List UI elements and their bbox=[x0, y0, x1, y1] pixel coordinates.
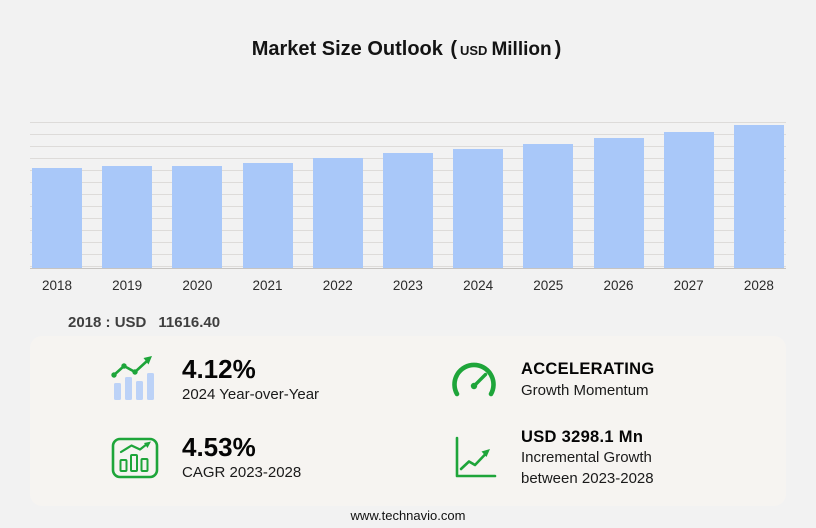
stat-yoy-value: 4.12% bbox=[182, 353, 256, 384]
x-tick-2026: 2026 bbox=[603, 278, 634, 293]
plot-area bbox=[30, 122, 786, 269]
bar-2019 bbox=[102, 166, 153, 268]
bar-2022 bbox=[312, 158, 363, 268]
x-tick-2018: 2018 bbox=[41, 278, 73, 293]
chart-title-unit-big: Million bbox=[491, 39, 552, 60]
x-tick-2025: 2025 bbox=[533, 278, 564, 293]
stat-incremental-label: Incremental Growth between 2023-2028 bbox=[521, 449, 654, 487]
chart-title-paren-close: ) bbox=[554, 38, 562, 60]
bar-2027 bbox=[663, 132, 714, 268]
stat-momentum: ACCELERATING Growth Momentum bbox=[447, 353, 766, 407]
website-url: www.technavio.com bbox=[350, 508, 466, 523]
x-tick-2020: 2020 bbox=[182, 278, 213, 293]
incremental-growth-icon bbox=[447, 431, 501, 485]
x-tick-2022: 2022 bbox=[322, 278, 353, 293]
bar-2028 bbox=[733, 125, 784, 268]
chart-title-unit-small: USD bbox=[460, 43, 488, 58]
market-size-bar-chart: 2018 2019 2020 2021 2022 2023 2024 2025 2026 2027… bbox=[30, 122, 786, 293]
base-year-annotation: 2018 : USD 11616.40 bbox=[68, 314, 220, 331]
stat-momentum-text: ACCELERATING Growth Momentum bbox=[521, 359, 654, 401]
stat-cagr-text: 4.53% CAGR 2023-2028 bbox=[182, 431, 302, 483]
x-tick-2021: 2021 bbox=[252, 278, 283, 293]
chart-title-paren-open: ( bbox=[450, 38, 457, 60]
x-tick-2023: 2023 bbox=[392, 278, 423, 293]
bar-2025 bbox=[523, 144, 574, 268]
bar-2021 bbox=[242, 163, 293, 268]
x-tick-2027: 2027 bbox=[673, 278, 704, 293]
gridline bbox=[30, 122, 786, 123]
bar-2026 bbox=[593, 138, 644, 268]
x-tick-2028: 2028 bbox=[743, 278, 774, 293]
base-year-value: 11616.40 bbox=[158, 314, 221, 331]
stat-momentum-value: ACCELERATING bbox=[521, 360, 655, 379]
stat-incremental: USD 3298.1 Mn Incremental Growth between… bbox=[447, 427, 766, 489]
stats-panel: 4.12% 2024 Year-over-Year ACCELERATING G… bbox=[30, 336, 786, 506]
chart-title-main: Market Size Outlook bbox=[251, 38, 443, 60]
x-tick-2024: 2024 bbox=[463, 278, 494, 293]
cagr-chart-icon bbox=[108, 431, 162, 485]
x-axis-labels: 2018 2019 2020 2021 2022 2023 2024 2025 2026 2027… bbox=[30, 278, 786, 293]
stat-cagr-value: 4.53% bbox=[182, 431, 256, 462]
bar-2023 bbox=[382, 153, 433, 268]
bar-2020 bbox=[172, 166, 223, 268]
page-title: Market Size Outlook (USD Million) bbox=[0, 38, 816, 61]
stat-momentum-label: Growth Momentum bbox=[521, 381, 649, 399]
stat-cagr-label: CAGR 2023-2028 bbox=[182, 463, 302, 481]
stat-yoy-text: 4.12% 2024 Year-over-Year bbox=[182, 353, 320, 405]
x-tick-2019: 2019 bbox=[112, 278, 143, 293]
bar-2024 bbox=[453, 149, 504, 268]
stat-yoy: 4.12% 2024 Year-over-Year bbox=[108, 353, 427, 407]
stat-incremental-value: USD 3298.1 Mn bbox=[521, 428, 644, 447]
stat-incremental-text: USD 3298.1 Mn Incremental Growth between… bbox=[521, 427, 696, 489]
bar-2018 bbox=[32, 168, 82, 268]
stat-yoy-label: 2024 Year-over-Year bbox=[182, 385, 320, 403]
yoy-trend-icon bbox=[108, 353, 162, 407]
stat-cagr: 4.53% CAGR 2023-2028 bbox=[108, 431, 427, 485]
base-year-label: 2018 : USD bbox=[68, 314, 147, 331]
speedometer-icon bbox=[447, 353, 501, 407]
